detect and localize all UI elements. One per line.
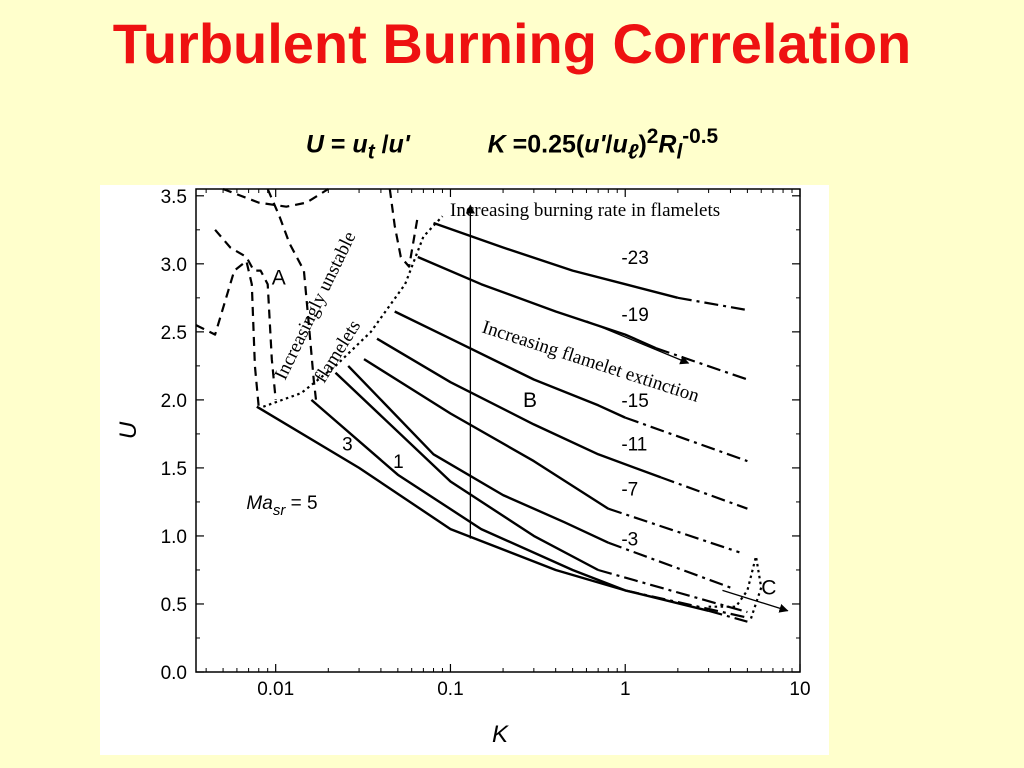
plot-frame — [195, 188, 801, 673]
y-tick-label: 3.5 — [161, 187, 187, 208]
formula-uprime: u' — [388, 130, 410, 159]
series-line-5-dashdot — [708, 609, 748, 623]
chart-panel: 0.01 0.1 1 10 0.0 0.5 1.0 1.5 2.0 2.5 3.0 3.5 K U -23 -… — [100, 185, 829, 755]
series-line--7-dashdot — [607, 507, 740, 554]
curve-label: -7 — [621, 479, 638, 500]
series-line-A-boundary-left-dashed — [195, 259, 260, 407]
formula-exponent: -0.5 — [682, 125, 719, 148]
series-line-A-top-1-dashed — [222, 187, 329, 208]
formula-ell-subscript: ℓ — [627, 140, 639, 164]
mach-label: Masr = 5 — [246, 493, 317, 519]
y-tick-label: 1.0 — [161, 527, 187, 548]
extinction-arrow — [586, 320, 690, 365]
formula-k-eq: =0.25( — [505, 130, 585, 159]
formula-u: u — [352, 130, 368, 159]
series-line--11-dashdot — [660, 476, 748, 510]
series-line--15-dashdot — [624, 416, 748, 463]
curve-label: 1 — [393, 452, 404, 473]
formula-close: ) — [638, 130, 647, 159]
mach-label-prefix: Ma — [246, 493, 272, 514]
formula-square: 2 — [646, 125, 659, 148]
series-line-A-top-3-dashed — [388, 188, 419, 268]
curve-label: -23 — [621, 248, 648, 269]
x-tick-label: 0.01 — [257, 679, 294, 700]
y-tick-label: 0.5 — [161, 595, 187, 616]
mach-label-suffix: = 5 — [285, 493, 317, 514]
series-line--7-solid — [363, 358, 609, 510]
series-line-1-solid — [334, 371, 599, 572]
x-tick-label: 1 — [620, 679, 631, 700]
formula-slash: / — [374, 130, 389, 159]
formula-R: R — [658, 130, 677, 159]
formula-U: U — [305, 130, 324, 159]
series-line--19-dashdot — [655, 347, 748, 381]
x-tick-label: 10 — [789, 679, 810, 700]
c-arrow — [722, 589, 789, 613]
formula-slash2: / — [605, 130, 613, 159]
formula-t-subscript: t — [367, 140, 375, 164]
series-line-flamelet-boundary-dotted — [262, 215, 444, 408]
series-line--11-solid — [376, 337, 662, 479]
series-line--23-solid — [433, 221, 679, 299]
curve-label: -19 — [621, 305, 648, 326]
y-tick-label: 3.0 — [161, 255, 187, 276]
annotation-increasingly-unstable: Increasingly unstable — [271, 228, 361, 383]
series-line--3-solid — [347, 365, 609, 544]
region-label-C: C — [761, 577, 776, 600]
mach-label-subscript: sr — [273, 502, 287, 519]
curve-label: -15 — [621, 391, 648, 412]
region-label-B: B — [523, 389, 537, 412]
series-line--23-dashdot — [677, 296, 748, 312]
series-line--19-solid — [417, 255, 657, 350]
chart-svg: 0.01 0.1 1 10 0.0 0.5 1.0 1.5 2.0 2.5 3.0 3.5 K U -23 -… — [115, 187, 811, 748]
formula-uprime2: u' — [584, 130, 606, 159]
formula-line: U = ut /u' K =0.25(u'/uℓ)2Rl-0.5 — [0, 125, 1024, 164]
series-line-1-dashdot — [597, 568, 748, 614]
y-tick-label: 1.5 — [161, 459, 187, 480]
curve-label: -3 — [621, 530, 638, 551]
series-line-5-solid — [256, 405, 709, 612]
curve-label: 3 — [342, 434, 353, 455]
y-tick-label: 2.0 — [161, 391, 187, 412]
x-tick-label: 0.1 — [437, 679, 463, 700]
y-tick-label: 0.0 — [161, 663, 187, 684]
formula-ul: u — [612, 130, 628, 159]
formula-K: K — [487, 130, 506, 159]
formula-eq: = — [323, 130, 353, 159]
curve-label: -11 — [621, 434, 647, 455]
region-label-A: A — [272, 266, 286, 289]
slide-title: Turbulent Burning Correlation — [112, 12, 912, 75]
series-line-A-boundary-upper-dashed — [214, 229, 277, 401]
y-tick-label: 2.5 — [161, 323, 187, 344]
annotation-increasing-burning-rate: Increasing burning rate in flamelets — [450, 200, 720, 221]
series-line--3-dashdot — [607, 541, 731, 589]
y-axis-label: U — [115, 421, 142, 439]
x-axis-label: K — [492, 721, 509, 748]
formula-l-subscript: l — [676, 140, 683, 164]
series-line-3-solid — [310, 398, 626, 592]
series-line--15-solid — [394, 310, 626, 419]
series-line-A-top-2-dashed — [266, 188, 318, 401]
annotation-increasing-extinction: Increasing flamelet extinction — [479, 317, 702, 407]
